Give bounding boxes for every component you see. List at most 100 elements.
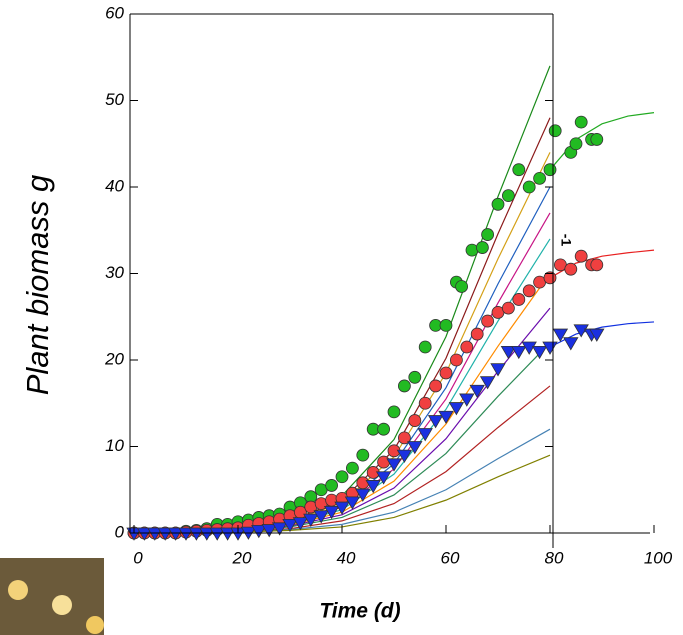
data-point <box>408 370 422 384</box>
data-point <box>418 340 432 354</box>
data-point <box>573 324 589 338</box>
data-point <box>188 527 205 541</box>
data-point <box>465 243 479 257</box>
data-point <box>574 115 588 129</box>
data-point <box>449 353 463 367</box>
data-point <box>533 171 546 185</box>
data-point <box>178 527 194 541</box>
x-tick-label: 20 <box>232 548 252 567</box>
data-point <box>501 189 515 203</box>
data-point <box>325 493 339 507</box>
data-point <box>377 422 391 436</box>
data-point <box>490 363 506 377</box>
data-point <box>511 345 527 360</box>
x-tick-label: 80 <box>545 548 564 567</box>
data-point <box>569 137 583 151</box>
data-point <box>455 280 469 293</box>
data-point <box>397 379 411 393</box>
data-point <box>491 197 505 211</box>
data-point <box>334 501 350 515</box>
data-point <box>548 124 562 138</box>
series-line <box>133 212 551 534</box>
data-point <box>397 431 411 445</box>
data-point <box>563 337 579 351</box>
x-tick-label: 0 <box>133 548 143 567</box>
data-point <box>439 366 453 380</box>
data-point <box>157 527 173 541</box>
data-point <box>589 328 605 342</box>
data-point <box>356 476 370 490</box>
data-point <box>417 428 433 442</box>
y-tick-label: 10 <box>105 436 124 455</box>
data-point <box>479 376 496 390</box>
series-line <box>133 65 551 534</box>
data-point <box>345 461 359 475</box>
data-point <box>481 228 495 241</box>
data-point <box>377 455 391 469</box>
data-point <box>531 345 548 360</box>
thumbnail-light <box>52 595 72 615</box>
data-point <box>543 163 557 177</box>
data-point <box>574 249 588 263</box>
data-point <box>219 527 236 541</box>
data-point <box>448 402 465 416</box>
data-point <box>522 284 536 298</box>
data-point <box>459 393 475 407</box>
y-tick-label: 60 <box>105 3 124 22</box>
data-point <box>325 479 339 492</box>
data-point <box>313 510 329 524</box>
data-point <box>481 314 495 328</box>
x-tick-label: 100 <box>644 548 673 567</box>
series-line <box>549 321 655 348</box>
data-point <box>209 527 225 541</box>
data-point <box>344 496 361 510</box>
data-point <box>407 441 423 455</box>
y-tick-label: 40 <box>105 176 124 195</box>
y-tick-label: 50 <box>105 90 124 109</box>
data-point <box>335 470 349 484</box>
data-point <box>408 414 422 427</box>
data-point <box>512 293 526 306</box>
data-point <box>386 458 402 472</box>
data-point <box>552 328 569 342</box>
data-point <box>429 379 443 393</box>
data-point <box>387 405 401 419</box>
y-axis-label: Plant biomass g <box>20 175 55 396</box>
data-point <box>365 480 381 494</box>
data-point <box>460 340 474 354</box>
x-tick-label: 60 <box>441 548 460 567</box>
data-point <box>199 527 215 541</box>
data-point <box>292 517 309 531</box>
data-point <box>136 527 153 541</box>
annotation: -1 <box>558 234 574 247</box>
data-point <box>500 345 517 360</box>
data-point <box>470 327 484 341</box>
data-point <box>438 410 454 425</box>
data-point <box>439 318 453 332</box>
data-point <box>469 384 485 399</box>
plot-area <box>126 65 655 541</box>
data-point <box>590 258 604 272</box>
thumbnail-light <box>86 616 104 634</box>
data-point <box>418 396 432 410</box>
data-point <box>564 262 578 276</box>
data-point <box>396 449 413 463</box>
data-point <box>521 341 537 355</box>
y-tick-label: 30 <box>105 263 124 282</box>
data-point <box>251 525 267 539</box>
data-point <box>147 527 163 541</box>
data-point <box>356 448 370 462</box>
data-point <box>271 522 288 536</box>
x-axis-label: Time (d) <box>319 600 400 623</box>
data-point <box>475 241 489 254</box>
y-tick-label: 20 <box>104 349 124 368</box>
thumbnail-light <box>8 580 28 600</box>
data-point <box>282 518 298 533</box>
data-point <box>323 505 340 520</box>
data-point <box>355 488 371 502</box>
data-point <box>167 527 184 541</box>
data-point <box>303 513 319 527</box>
x-tick-label: 40 <box>337 548 356 567</box>
data-point <box>375 471 392 485</box>
